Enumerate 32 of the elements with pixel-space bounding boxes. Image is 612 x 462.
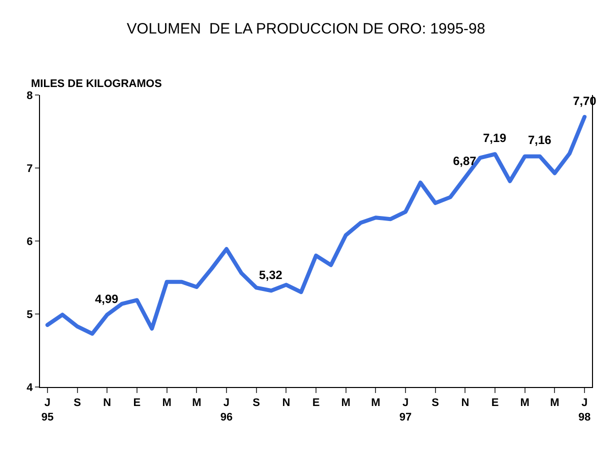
x-tick-label: M: [192, 397, 202, 410]
data-label: 7,19: [483, 131, 507, 145]
x-tick-label: N: [103, 397, 112, 410]
y-tick-label: 4: [26, 382, 34, 394]
x-tick-label: J 97: [399, 397, 412, 424]
x-tick-label: M: [162, 397, 172, 410]
y-tick-label: 5: [26, 308, 33, 321]
data-label: 4,99: [95, 292, 119, 306]
x-tick-label: J 95: [41, 397, 54, 424]
x-tick-label: N: [461, 397, 470, 410]
x-tick-label: E: [491, 397, 499, 410]
y-axis-title: MILES DE KILOGRAMOS: [31, 78, 162, 90]
y-tick-label: 7: [26, 162, 33, 175]
x-tick-label: J 98: [578, 397, 591, 424]
x-tick-label: E: [312, 397, 320, 410]
y-tick-label: 8: [26, 90, 33, 102]
x-tick-label: S: [74, 397, 81, 410]
data-label: 7,16: [528, 133, 552, 147]
x-tick-label: S: [252, 397, 260, 410]
x-tick-label: S: [432, 397, 440, 410]
x-tick-label: M: [371, 397, 380, 410]
x-tick-label: N: [282, 397, 290, 410]
x-tick-label: J 96: [220, 397, 233, 424]
x-tick-label: M: [520, 397, 530, 410]
x-tick-label: M: [341, 397, 350, 410]
data-label: 5,32: [259, 268, 283, 282]
x-tick-label: M: [550, 397, 560, 410]
y-tick-label: 6: [26, 236, 33, 248]
x-tick-label: E: [133, 397, 141, 410]
data-label: 6,87: [453, 154, 477, 168]
line-series: [45, 114, 587, 336]
chart-title: VOLUMEN DE LA PRODUCCION DE ORO: 1995-98: [126, 20, 486, 38]
